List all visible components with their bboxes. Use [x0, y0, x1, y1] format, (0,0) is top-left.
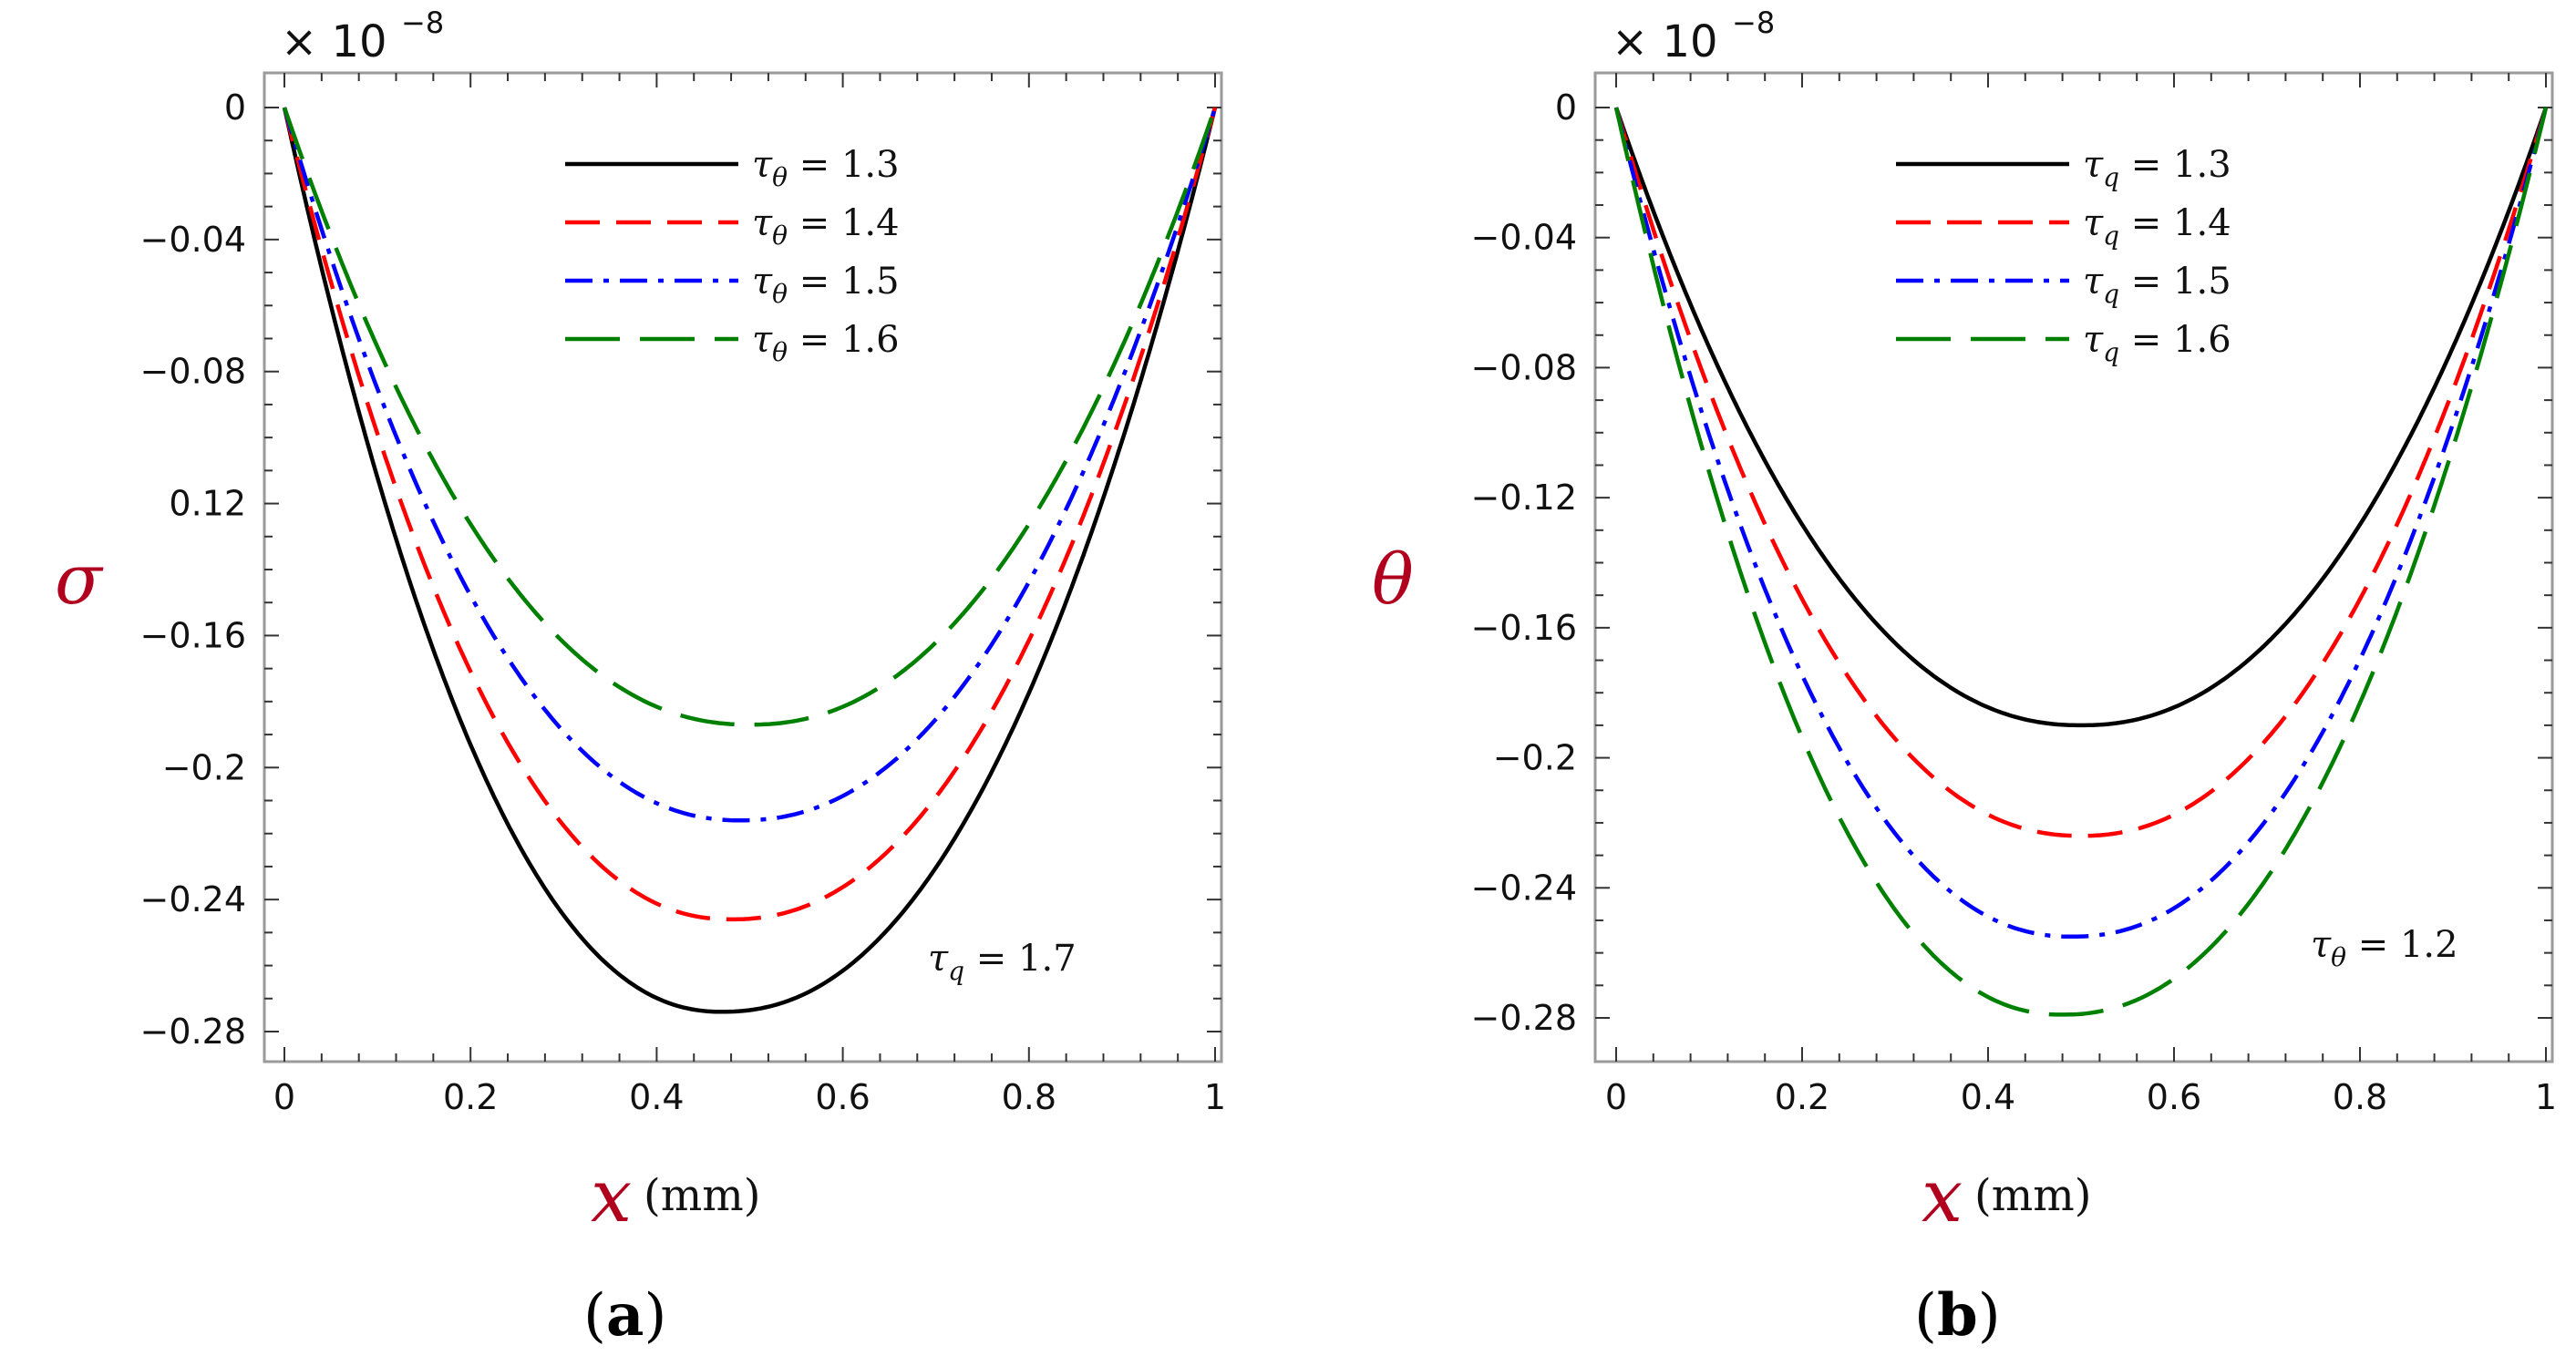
x-tick-label: 1	[2535, 1077, 2557, 1117]
panel-b-label: (b)	[1914, 1281, 2001, 1350]
x-tick-label: 0.2	[443, 1077, 498, 1117]
series-line-1-6	[1613, 107, 2549, 1017]
series-line-1-3	[282, 107, 1218, 1014]
series-line-1-5	[1613, 107, 2549, 940]
y-tick-label: −0.2	[162, 747, 246, 787]
legend-entry: τθ = 1.5	[752, 261, 900, 309]
x-tick-label: 0.6	[2147, 1077, 2201, 1117]
panel-a-label: (a)	[583, 1281, 666, 1350]
panel-a-x-axis-unit: (mm)	[644, 1170, 760, 1221]
panel-a-tick-marks	[264, 73, 1221, 1062]
y-tick-label: −0.04	[1471, 218, 1577, 258]
y-tick-label: −0.28	[1471, 998, 1577, 1038]
legend-entry: τq = 1.4	[2083, 202, 2231, 251]
legend-entry: τθ = 1.6	[752, 319, 900, 367]
x-tick-label: 1	[1204, 1077, 1226, 1117]
y-tick-label: −0.12	[1471, 478, 1577, 518]
x-tick-label: 0.4	[1961, 1077, 2015, 1117]
series-line-1-6	[282, 107, 1218, 727]
y-tick-label: −0.16	[1471, 608, 1577, 648]
series-line-1-4	[282, 107, 1218, 922]
y-tick-label: −0.2	[1493, 738, 1577, 778]
y-tick-label: 0.12	[169, 484, 246, 524]
panel-a-series-lines	[282, 107, 1218, 1014]
panel-b-scale-prefix: × 10	[1612, 16, 1718, 67]
panel-b-x-tick-labels: 0 0.2 0.4 0.6 0.8 1	[1605, 1077, 2557, 1117]
panel-a-x-axis-variable: x	[591, 1154, 632, 1238]
panel-b-fixed-parameter: τθ = 1.2	[2311, 924, 2458, 972]
panel-a-fixed-parameter: τq = 1.7	[928, 938, 1077, 986]
panel-b-scale-exponent: −8	[1732, 5, 1775, 40]
x-tick-label: 0.2	[1775, 1077, 1829, 1117]
panel-a-chart: 0−0.04−0.080.12−0.16−0.2−0.24−0.28 0 0.2 0…	[55, 5, 1226, 1350]
panel-b-label-letter: b	[1937, 1281, 1978, 1350]
y-tick-label: −0.16	[140, 615, 246, 655]
panel-a-scale-exponent: −8	[401, 5, 444, 40]
panel-b-x-axis-variable: x	[1922, 1154, 1963, 1238]
panel-b-tick-marks	[1595, 73, 2552, 1062]
y-tick-label: −0.08	[140, 352, 246, 392]
series-line-1-3	[1613, 107, 2549, 728]
legend-entry: τθ = 1.4	[752, 202, 900, 251]
panel-a-scale-prefix: × 10	[281, 16, 387, 67]
panel-a-legend: τθ = 1.3 τθ = 1.4 τθ = 1.5 τθ = 1.6	[565, 144, 900, 367]
panel-a-x-tick-labels: 0 0.2 0.4 0.6 0.8 1	[273, 1077, 1226, 1117]
panel-b-y-tick-labels: 0 −0.04 −0.08 −0.12 −0.16 −0.2 −0.24 −0.28	[1471, 87, 1577, 1038]
series-line-1-5	[282, 107, 1218, 823]
x-tick-label: 0.8	[2333, 1077, 2387, 1117]
panel-b-y-axis-label: θ	[1372, 539, 1414, 620]
legend-entry: τq = 1.6	[2083, 319, 2231, 367]
y-tick-label: −0.24	[140, 879, 246, 919]
y-tick-label: 0	[1555, 87, 1577, 128]
fixed-parameter-label: τθ = 1.2	[2311, 924, 2458, 972]
x-tick-label: 0	[273, 1077, 295, 1117]
fixed-parameter-label: τq = 1.7	[928, 938, 1077, 986]
legend-entry: τθ = 1.3	[752, 144, 900, 192]
y-tick-label: −0.04	[140, 220, 246, 260]
panel-a-label-letter: a	[606, 1281, 644, 1350]
panel-a-y-tick-labels: 0 −0.04 −0.08 0.12 −0.16 −0.2 −0.24 −0.28	[140, 87, 246, 1052]
x-tick-label: 0.6	[815, 1077, 870, 1117]
y-tick-label: 0	[224, 87, 246, 128]
legend-entry: τq = 1.3	[2083, 144, 2231, 192]
x-tick-label: 0.4	[629, 1077, 684, 1117]
panel-b-x-axis-unit: (mm)	[1974, 1170, 2091, 1221]
y-tick-label: −0.28	[140, 1012, 246, 1052]
y-tick-label: −0.24	[1471, 868, 1577, 908]
panel-a-y-axis-label: σ	[55, 539, 104, 620]
panel-b-chart: 0 −0.04 −0.08 −0.12 −0.16 −0.2 −0.24 −0.28 0 0.2…	[1372, 5, 2557, 1350]
y-tick-label: −0.08	[1471, 347, 1577, 387]
panel-b-series-lines	[1613, 107, 2549, 1017]
legend-entry: τq = 1.5	[2083, 261, 2231, 309]
x-tick-label: 0	[1605, 1077, 1627, 1117]
x-tick-label: 0.8	[1002, 1077, 1056, 1117]
panel-b-legend: τq = 1.3 τq = 1.4 τq = 1.5 τq = 1.6	[1896, 144, 2231, 367]
